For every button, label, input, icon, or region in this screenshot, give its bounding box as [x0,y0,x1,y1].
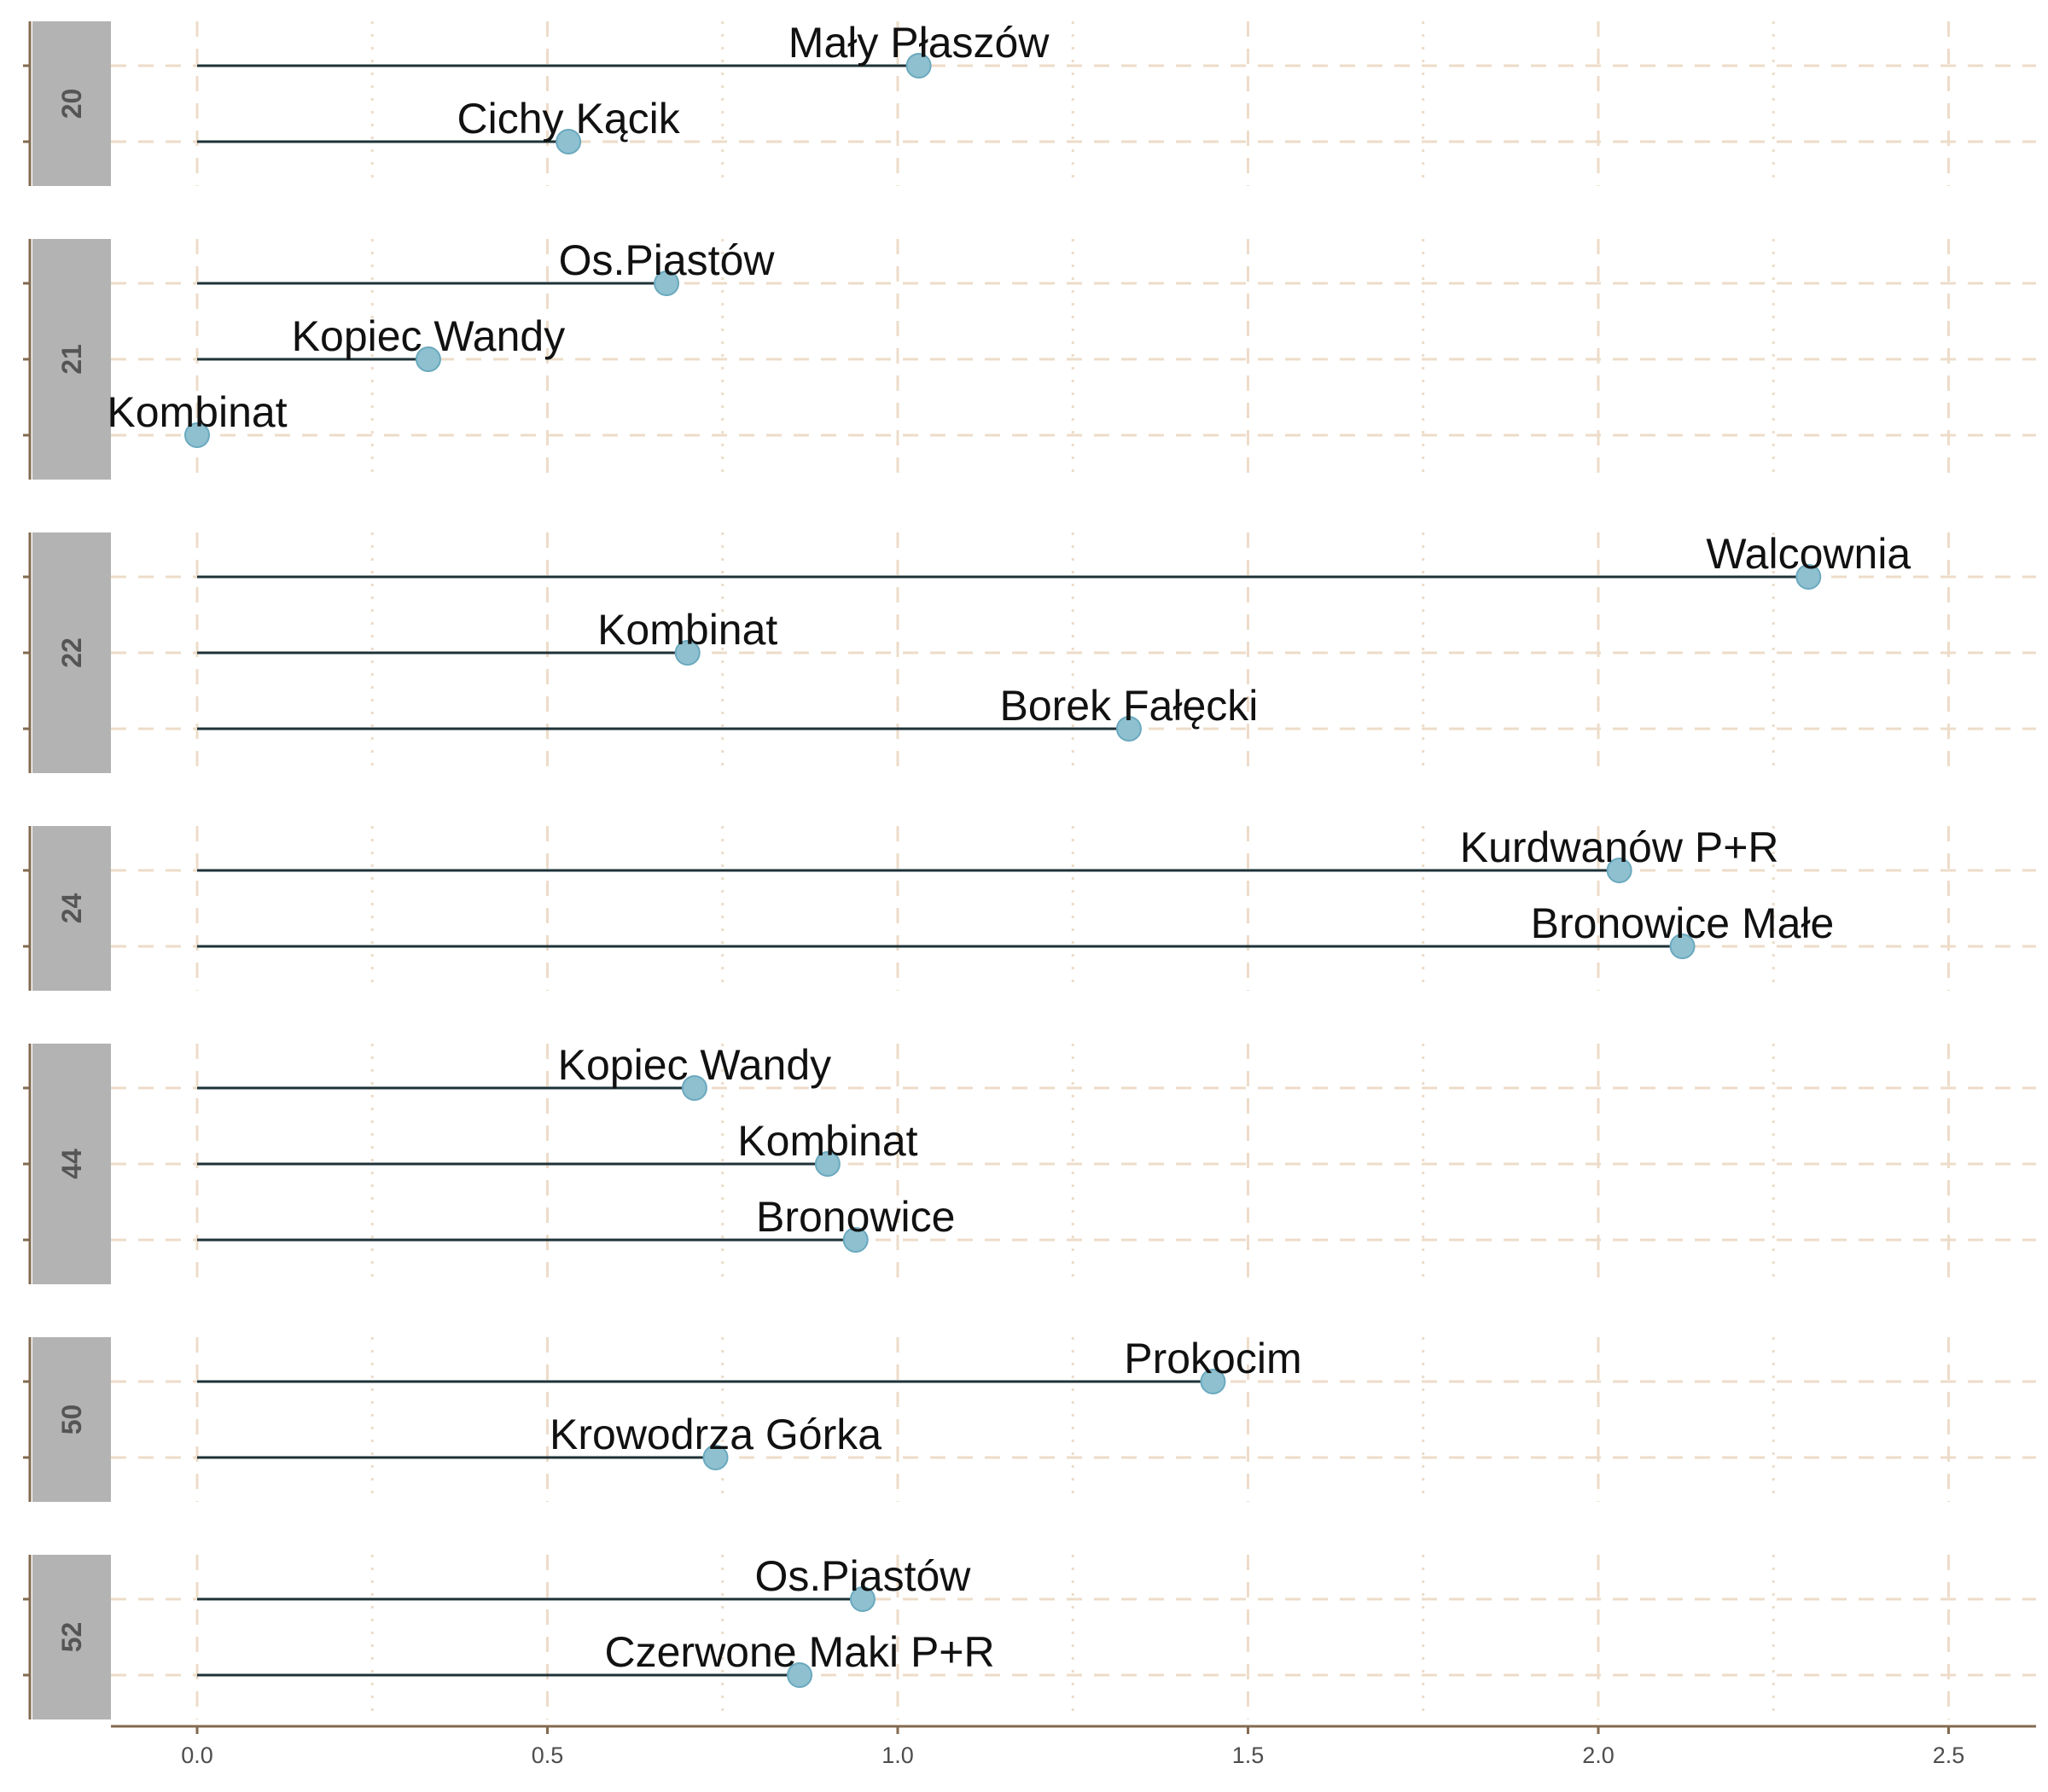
facet-strip-label: 22 [56,637,87,668]
point-label: Kurdwanów P+R [1460,823,1779,871]
point-label: Walcownia [1706,530,1911,578]
x-tick-label: 1.5 [1232,1743,1265,1768]
facet-strip [32,826,111,991]
point-label: Kopiec Wandy [292,312,566,360]
facet-strip [32,1044,111,1284]
point-label: Prokocim [1124,1335,1301,1382]
facet-strip [32,1555,111,1719]
lollipop-point [814,1151,841,1177]
lollipop-point [654,271,680,296]
lollipop-point [905,53,932,79]
facet-strip [32,1337,111,1502]
facet-panel-22: 22 Walcownia Kombinat Borek Fałęcki [23,530,2036,773]
point-label: Mały Płaszów [788,19,1050,67]
lollipop-point [702,1445,729,1470]
lollipop-point [415,346,441,372]
facet-strip-label: 21 [56,344,87,375]
lollipop-point [1606,858,1632,883]
point-label: Os.Piastów [755,1552,972,1600]
lollipop-point [556,129,582,154]
x-tick-label: 0.0 [181,1743,213,1768]
point-label: Krowodrza Górka [550,1411,881,1458]
point-label: Bronowice [756,1193,955,1241]
facet-strip [32,239,111,480]
facet-panel-24: 24 Kurdwanów P+R Bronowice Małe [23,823,2036,991]
facet-strip-label: 24 [56,893,87,924]
point-label: Bronowice Małe [1531,899,1835,947]
facet-panel-50: 50 Prokocim Krowodrza Górka [23,1335,2036,1502]
facet-panel-52: 52 Os.Piastów Czerwone Maki P+R [23,1552,2036,1719]
point-label: Czerwone Maki P+R [605,1628,995,1676]
x-tick-label: 1.0 [881,1743,914,1768]
facet-strip-label: 44 [56,1149,87,1179]
lollipop-point [1115,716,1142,742]
lollipop-point [787,1662,813,1688]
point-label: Kombinat [737,1117,917,1165]
lollipop-point [1795,564,1822,590]
facet-panel-44: 44 Kopiec Wandy Kombinat Bronowice [23,1041,2036,1284]
facet-strip-label: 52 [56,1622,87,1653]
lollipop-point [1669,934,1696,959]
x-tick-label: 2.5 [1933,1743,1965,1768]
point-label: Kombinat [107,388,287,436]
point-label: Kombinat [597,606,777,654]
facet-strip-label: 50 [56,1405,87,1435]
lollipop-point [842,1227,869,1253]
point-label: Cichy Kącik [457,95,681,143]
facet-strip [32,21,111,186]
lollipop-point [184,422,210,448]
x-tick-label: 2.0 [1582,1743,1615,1768]
facet-strip-label: 20 [56,89,87,119]
point-label: Kopiec Wandy [558,1041,832,1089]
facet-panel-20: 20 Mały Płaszów Cichy Kącik [23,19,2036,186]
point-label: Borek Fałęcki [999,682,1258,730]
lollipop-point [681,1075,707,1101]
lollipop-point [1200,1369,1226,1394]
x-tick-label: 0.5 [532,1743,564,1768]
lollipop-point [674,640,701,666]
facet-strip [32,532,111,773]
lollipop-point [849,1586,876,1612]
point-label: Os.Piastów [559,236,776,284]
